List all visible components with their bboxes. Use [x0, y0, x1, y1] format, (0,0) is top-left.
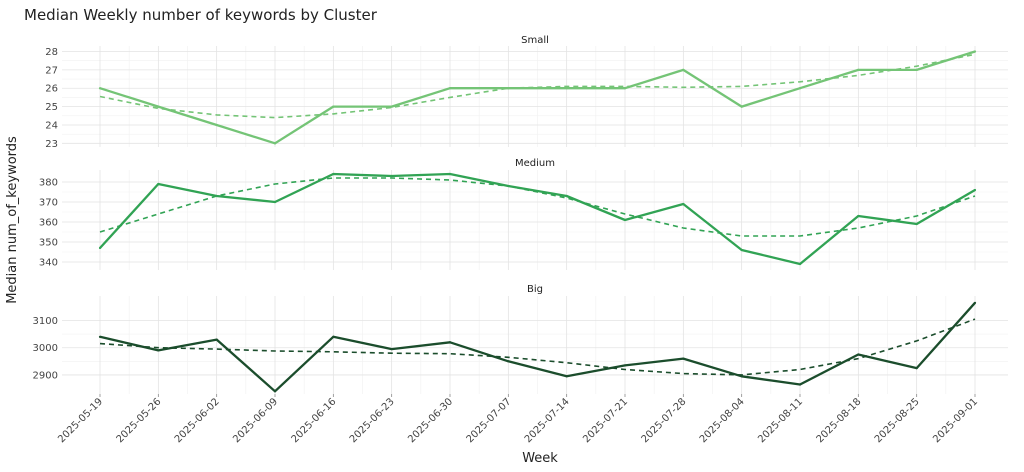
x-tick-label: 2025-09-01 [931, 396, 980, 445]
x-tick-label: 2025-06-23 [348, 396, 397, 445]
x-tick-label: 2025-08-04 [698, 396, 747, 445]
data-point-medium [507, 184, 510, 188]
data-point-medium [798, 262, 802, 266]
x-tick-label: 2025-07-28 [640, 396, 689, 445]
y-tick-label-medium: 340 [39, 258, 58, 269]
data-point-medium [915, 222, 918, 226]
data-point-big [623, 364, 627, 367]
y-tick-label-small: 28 [45, 47, 58, 58]
data-point-medium [157, 182, 160, 186]
y-tick-label-medium: 350 [39, 238, 58, 249]
data-point-small [273, 142, 277, 145]
panel-label-small: Small [521, 35, 549, 46]
series-line-small [99, 50, 976, 145]
trend-line-big [99, 318, 976, 376]
x-axis-title: Week [522, 451, 558, 466]
data-point-big [390, 347, 393, 351]
data-point-small [857, 68, 860, 71]
data-point-big [740, 375, 743, 378]
data-point-medium [448, 172, 452, 176]
y-tick-label-medium: 370 [39, 198, 58, 209]
data-point-big [215, 338, 218, 341]
data-point-medium [740, 248, 743, 252]
data-point-medium [857, 214, 860, 218]
data-point-big [273, 390, 277, 393]
x-tick-label: 2025-08-11 [756, 396, 805, 445]
data-point-medium [273, 200, 277, 204]
x-tick-label: 2025-07-21 [581, 396, 630, 445]
data-point-medium [390, 174, 393, 178]
panel-label-big: Big [527, 284, 543, 295]
data-point-small [740, 105, 743, 108]
data-point-small [565, 87, 568, 90]
x-tick-label: 2025-06-02 [173, 396, 222, 445]
x-tick-label: 2025-07-14 [523, 396, 572, 445]
series-line-big [99, 302, 976, 393]
x-tick-label: 2025-05-19 [56, 396, 105, 445]
y-tick-label-medium: 360 [39, 218, 58, 229]
data-point-medium [682, 202, 685, 206]
x-tick-label: 2025-05-26 [115, 396, 164, 445]
x-tick-label: 2025-06-09 [231, 396, 280, 445]
data-point-medium [332, 172, 335, 176]
data-point-small [332, 105, 335, 108]
data-point-big [332, 335, 335, 338]
y-tick-label-big: 3100 [33, 316, 58, 327]
data-point-small [215, 123, 218, 127]
data-point-big [507, 360, 510, 363]
data-point-big [915, 367, 918, 370]
data-point-medium [98, 246, 102, 250]
panels: Small 23 24 25 26 27 28 Medium 340 350 360 370 380 Bi… [33, 35, 1008, 445]
y-tick-label-small: 27 [45, 65, 58, 76]
x-tick-label: 2025-06-16 [290, 396, 339, 445]
x-tick-label: 2025-07-07 [465, 396, 514, 445]
data-point-medium [215, 194, 218, 198]
x-tick-label: 2025-08-25 [873, 396, 922, 445]
data-point-small [448, 87, 452, 90]
y-tick-label-small: 24 [45, 120, 58, 131]
y-tick-label-medium: 380 [39, 178, 58, 189]
data-point-small [98, 87, 102, 90]
data-point-small [682, 68, 685, 71]
data-point-big [857, 353, 860, 356]
y-tick-label-small: 23 [45, 139, 58, 150]
y-tick-label-small: 25 [45, 102, 58, 113]
data-point-small [915, 68, 918, 71]
data-point-big [682, 357, 685, 360]
data-point-small [623, 87, 627, 90]
data-point-big [798, 383, 802, 386]
data-point-small [973, 50, 977, 53]
data-point-medium [973, 188, 977, 192]
data-point-medium [565, 194, 568, 198]
data-point-big [448, 341, 452, 344]
data-point-big [565, 375, 568, 378]
y-axis-title: Median num_of_keywords [5, 136, 20, 304]
data-point-small [507, 87, 510, 90]
chart-title: Median Weekly number of keywords by Clus… [24, 6, 378, 24]
panel-label-medium: Medium [515, 158, 555, 169]
data-point-small [798, 87, 802, 90]
y-tick-label-small: 26 [45, 84, 58, 95]
x-tick-label: 2025-08-18 [815, 396, 864, 445]
series-line-medium [99, 172, 976, 266]
y-tick-label-big: 3000 [33, 343, 58, 354]
data-point-big [157, 349, 160, 352]
data-point-big [973, 301, 977, 304]
data-point-small [157, 105, 160, 108]
data-point-small [390, 105, 393, 108]
data-point-big [98, 335, 102, 338]
y-tick-label-big: 2900 [33, 370, 58, 381]
x-tick-label: 2025-06-30 [406, 396, 455, 445]
data-point-medium [623, 218, 627, 222]
